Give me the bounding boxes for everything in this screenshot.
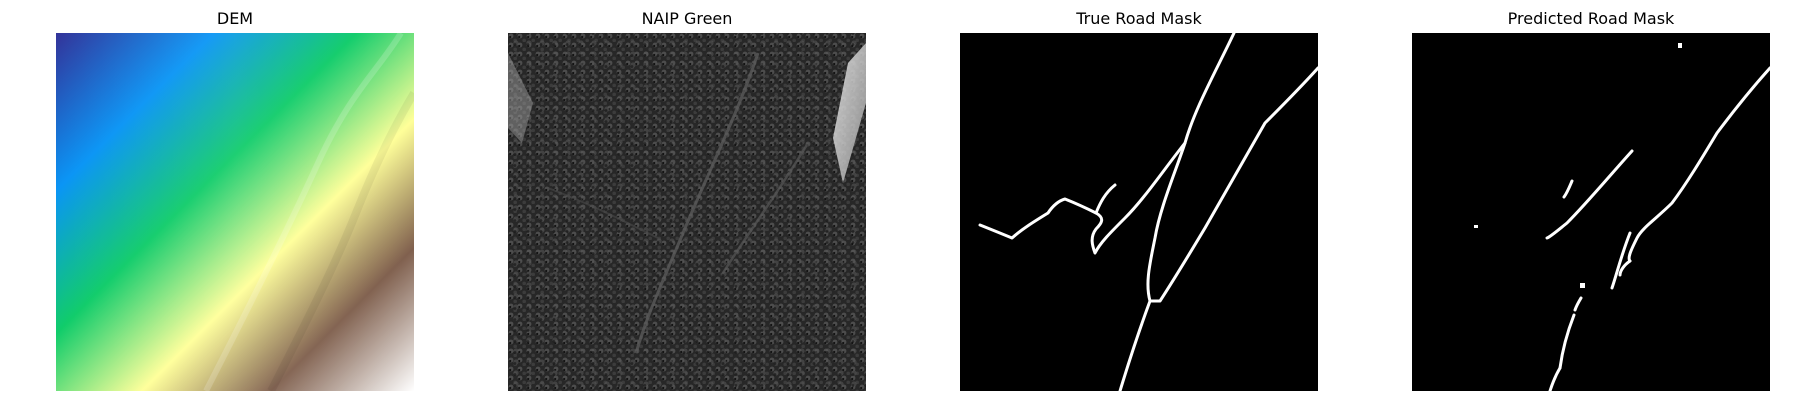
panel-title-true-road-mask: True Road Mask <box>1076 9 1202 28</box>
predicted-road-segment <box>1573 296 1583 312</box>
predicted-road-speck <box>1474 225 1478 228</box>
predicted-road-segment <box>1610 231 1632 290</box>
predicted-road-segment <box>1562 179 1574 199</box>
predicted-road-segment <box>1627 66 1770 263</box>
predicted-road-segment <box>1558 313 1576 370</box>
true-road-segment <box>1094 183 1117 215</box>
true-road-segment <box>1148 66 1318 303</box>
panel-title-naip-green: NAIP Green <box>641 9 733 28</box>
naip-green-image <box>508 33 866 391</box>
dem-image <box>56 33 414 391</box>
predicted-road-speck <box>1580 283 1585 288</box>
panel-predicted-road-mask: Predicted Road Mask <box>1412 0 1770 400</box>
panel-true-road-mask: True Road Mask <box>960 0 1318 400</box>
predicted-road-speck <box>1678 43 1682 48</box>
predicted-road-segment <box>1618 259 1632 277</box>
panel-dem: DEM <box>56 0 414 400</box>
predicted-road-segment <box>1545 149 1634 240</box>
true-road-mask-image <box>960 33 1318 391</box>
predicted-road-segment <box>1548 366 1562 391</box>
predicted-road-mask-image <box>1412 33 1770 391</box>
panel-naip-green: NAIP Green <box>508 0 866 400</box>
panel-title-predicted-road-mask: Predicted Road Mask <box>1507 9 1675 28</box>
panel-title-dem: DEM <box>216 9 254 28</box>
true-road-segment <box>1118 33 1236 391</box>
